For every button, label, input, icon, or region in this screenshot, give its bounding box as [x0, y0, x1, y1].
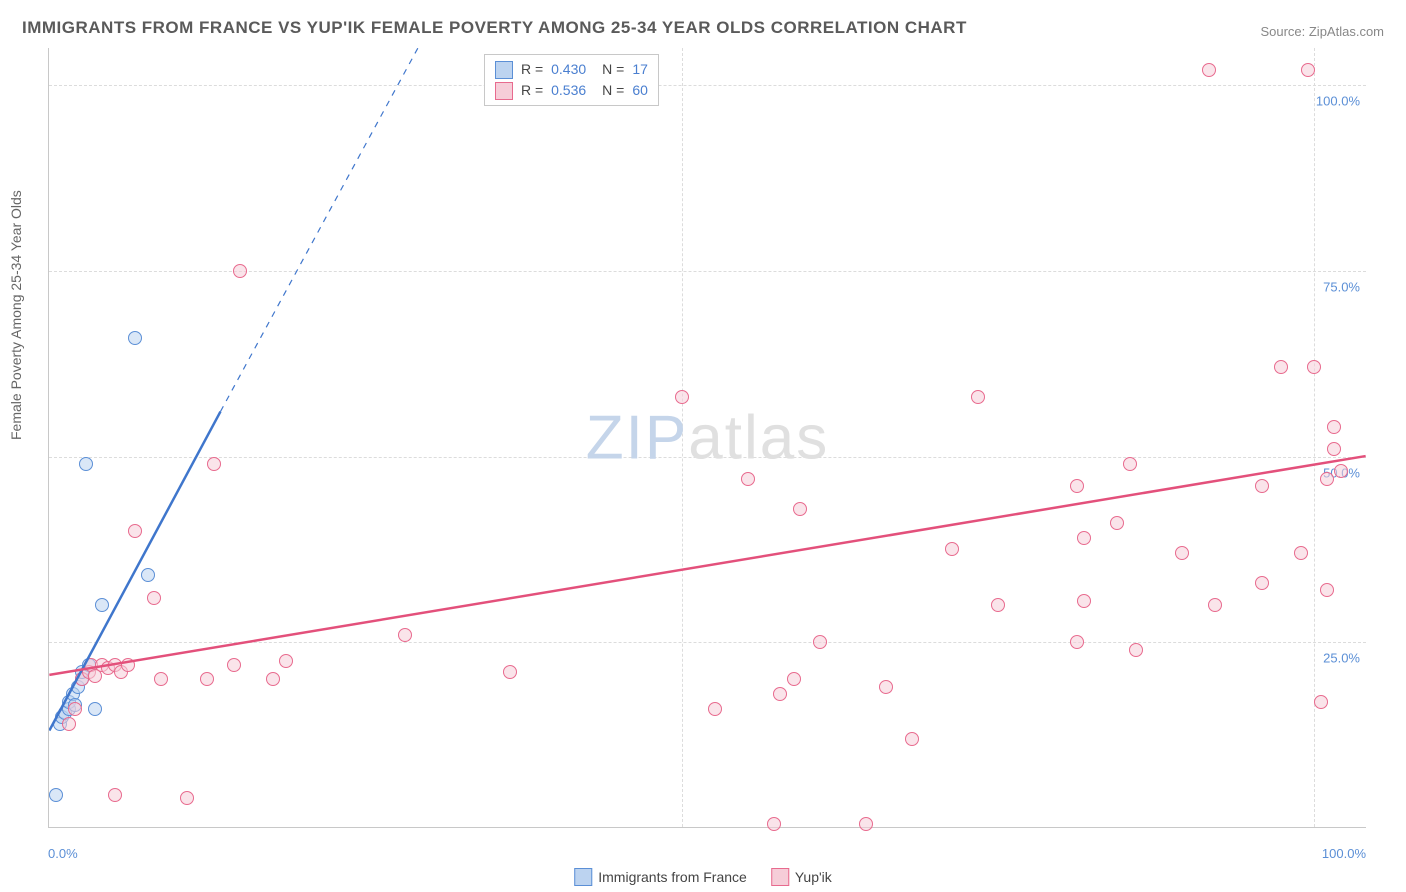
scatter-point [233, 264, 247, 278]
scatter-point [1208, 598, 1222, 612]
gridline-vertical [682, 48, 683, 827]
scatter-point [1301, 63, 1315, 77]
scatter-point [1255, 576, 1269, 590]
gridline-horizontal [49, 642, 1366, 643]
legend-swatch [771, 868, 789, 886]
scatter-point [266, 672, 280, 686]
scatter-point [154, 672, 168, 686]
y-tick-label: 75.0% [1323, 279, 1360, 294]
scatter-point [1320, 472, 1334, 486]
scatter-point [200, 672, 214, 686]
source-attribution: Source: ZipAtlas.com [1260, 24, 1384, 39]
scatter-point [1314, 695, 1328, 709]
scatter-point [793, 502, 807, 516]
scatter-point [1110, 516, 1124, 530]
scatter-point [128, 331, 142, 345]
scatter-point [1327, 420, 1341, 434]
scatter-point [1294, 546, 1308, 560]
scatter-point [279, 654, 293, 668]
legend-swatch [574, 868, 592, 886]
watermark-atlas: atlas [688, 403, 829, 472]
scatter-point [1077, 531, 1091, 545]
scatter-point [741, 472, 755, 486]
scatter-point [991, 598, 1005, 612]
scatter-point [879, 680, 893, 694]
scatter-point [1077, 594, 1091, 608]
legend-correlation: R = 0.430 N = 17 R = 0.536 N = 60 [484, 54, 659, 106]
scatter-point [675, 390, 689, 404]
scatter-point [128, 524, 142, 538]
scatter-point [945, 542, 959, 556]
scatter-point [227, 658, 241, 672]
scatter-point [773, 687, 787, 701]
x-tick-label: 0.0% [48, 846, 78, 861]
scatter-point [1202, 63, 1216, 77]
scatter-point [79, 457, 93, 471]
scatter-point [859, 817, 873, 831]
gridline-horizontal [49, 85, 1366, 86]
scatter-point [1334, 464, 1348, 478]
scatter-point [141, 568, 155, 582]
scatter-point [1129, 643, 1143, 657]
y-tick-label: 100.0% [1316, 94, 1360, 109]
legend-correlation-row: R = 0.536 N = 60 [495, 80, 648, 101]
legend-series-item: Yup'ik [771, 868, 832, 886]
r-value: 0.430 [551, 59, 586, 80]
r-label: R = [521, 80, 543, 101]
legend-swatch [495, 61, 513, 79]
legend-series-label: Yup'ik [795, 869, 832, 885]
scatter-point [1274, 360, 1288, 374]
r-value: 0.536 [551, 80, 586, 101]
y-axis-label: Female Poverty Among 25-34 Year Olds [8, 190, 24, 440]
n-label: N = [602, 80, 624, 101]
y-tick-label: 25.0% [1323, 651, 1360, 666]
scatter-point [1070, 479, 1084, 493]
scatter-point [147, 591, 161, 605]
scatter-point [905, 732, 919, 746]
scatter-point [121, 658, 135, 672]
n-value: 60 [632, 80, 648, 101]
scatter-point [787, 672, 801, 686]
watermark: ZIPatlas [586, 402, 829, 473]
scatter-point [180, 791, 194, 805]
scatter-point [767, 817, 781, 831]
scatter-point [88, 702, 102, 716]
legend-series: Immigrants from France Yup'ik [574, 868, 832, 886]
scatter-point [62, 717, 76, 731]
scatter-point [68, 702, 82, 716]
plot-area: ZIPatlas R = 0.430 N = 17 R = 0.536 N = 60 25.0… [48, 48, 1366, 828]
scatter-point [708, 702, 722, 716]
x-tick-label: 100.0% [1322, 846, 1366, 861]
scatter-point [1320, 583, 1334, 597]
scatter-point [813, 635, 827, 649]
scatter-point [971, 390, 985, 404]
scatter-point [108, 788, 122, 802]
scatter-point [49, 788, 63, 802]
scatter-point [1175, 546, 1189, 560]
n-value: 17 [632, 59, 648, 80]
legend-series-item: Immigrants from France [574, 868, 747, 886]
gridline-horizontal [49, 457, 1366, 458]
scatter-point [1123, 457, 1137, 471]
legend-series-label: Immigrants from France [598, 869, 747, 885]
legend-correlation-row: R = 0.430 N = 17 [495, 59, 648, 80]
chart-title: IMMIGRANTS FROM FRANCE VS YUP'IK FEMALE … [22, 18, 967, 38]
scatter-point [1255, 479, 1269, 493]
scatter-point [503, 665, 517, 679]
scatter-point [207, 457, 221, 471]
scatter-point [398, 628, 412, 642]
n-label: N = [602, 59, 624, 80]
scatter-point [1307, 360, 1321, 374]
gridline-vertical [1314, 48, 1315, 827]
scatter-point [95, 598, 109, 612]
r-label: R = [521, 59, 543, 80]
scatter-point [1327, 442, 1341, 456]
watermark-zip: ZIP [586, 403, 688, 472]
scatter-point [1070, 635, 1084, 649]
legend-swatch [495, 82, 513, 100]
